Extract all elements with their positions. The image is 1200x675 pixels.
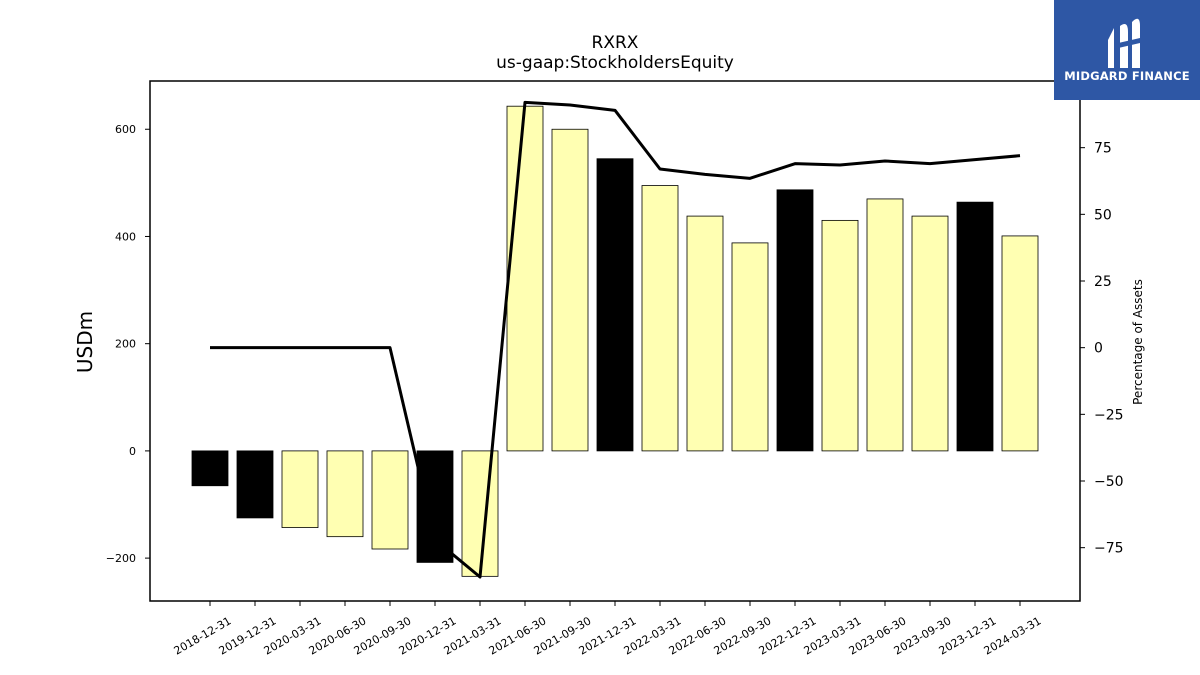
bar [686,215,724,452]
bar [731,242,769,452]
bar [281,450,319,528]
bar [371,450,409,550]
bar [911,215,949,452]
midgard-logo-icon [1108,18,1140,68]
brand-name: MIDGARD FINANCE [1064,69,1190,83]
brand-logo: MIDGARD FINANCE [1054,0,1200,100]
y2-tick-label: −50 [1094,474,1124,490]
bar [236,450,274,519]
y-tick-label: 200 [115,338,136,351]
bar [191,450,229,487]
chart-subtitle: us-gaap:StockholdersEquity [496,53,734,73]
bar [821,219,859,452]
line-series [210,100,1021,579]
percentage-line [210,100,1021,579]
y2-tick-label: −75 [1094,541,1124,557]
bar [506,105,544,452]
bar [1001,235,1039,452]
bar-series [191,105,1039,577]
y2-tick-label: 0 [1094,341,1103,357]
y2-tick-label: 25 [1094,274,1112,290]
bar [866,198,904,452]
y-tick-label: 600 [115,123,136,136]
bar [776,189,814,452]
bar [326,450,364,538]
bar [596,158,634,452]
y2-tick-label: −25 [1094,407,1124,423]
y-tick-label: 0 [129,445,136,458]
bar [416,450,454,563]
y2-axis-label: Percentage of Assets [1131,279,1145,405]
bar [461,450,499,577]
y-tick-label: 400 [115,230,136,243]
bar [641,185,679,452]
bar [956,201,994,452]
y-axis-label: USDm [73,311,97,373]
chart-title: RXRX [592,33,639,53]
plot-frame [149,80,1081,602]
y2-tick-label: 75 [1094,141,1112,157]
bar [551,128,589,452]
y-tick-label: −200 [106,552,136,565]
y2-tick-label: 50 [1094,207,1112,223]
